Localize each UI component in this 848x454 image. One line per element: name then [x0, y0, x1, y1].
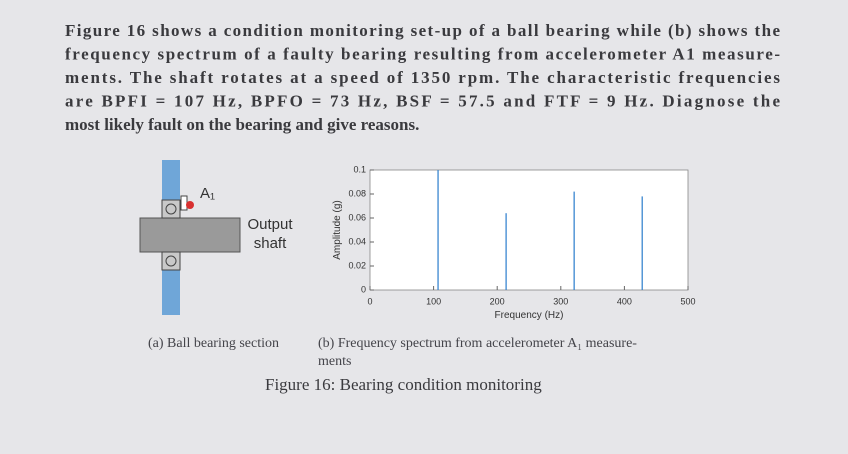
shaft-label: Output	[247, 216, 293, 233]
bearing-bottom	[161, 251, 181, 271]
ball-top	[165, 203, 177, 215]
x-tick-label: 100	[426, 296, 441, 306]
x-tick-label: 300	[553, 296, 568, 306]
ball-bottom	[165, 255, 177, 267]
paragraph-line: frequency spectrum of a faulty bearing r…	[65, 45, 780, 64]
plot-area	[369, 169, 689, 291]
paragraph-line: ments. The shaft rotates at a speed of 1…	[65, 68, 780, 87]
sensor-label: A₁	[200, 185, 215, 202]
x-tick-label: 400	[617, 296, 632, 306]
shaft-label: shaft	[254, 235, 287, 252]
bearing-diagram	[139, 160, 241, 315]
x-tick-label: 0	[367, 296, 372, 306]
y-tick-label: 0.02	[348, 260, 366, 270]
y-tick-label: 0.08	[348, 188, 366, 198]
x-tick-label: 200	[490, 296, 505, 306]
y-tick-label: 0	[361, 284, 366, 294]
paragraph-line: Figure 16 shows a condition monitoring s…	[65, 21, 780, 40]
figure-caption: Figure 16: Bearing condition monitoring	[265, 375, 542, 394]
subfigure-caption: (a) Ball bearing section	[148, 336, 279, 351]
paragraph-line: most likely fault on the bearing and giv…	[65, 115, 419, 134]
y-tick-label: 0.1	[353, 164, 366, 174]
sensor	[186, 201, 194, 209]
x-axis-label: Frequency (Hz)	[495, 310, 564, 321]
y-tick-label: 0.06	[348, 212, 366, 222]
subfigure-caption: ments	[318, 354, 351, 369]
x-tick-label: 500	[680, 296, 695, 306]
y-axis-label: Amplitude (g)	[332, 200, 343, 259]
y-tick-label: 0.04	[348, 236, 366, 246]
paragraph-line: are BPFI = 107 Hz, BPFO = 73 Hz, BSF = 5…	[65, 92, 780, 111]
bearing-top	[161, 199, 181, 219]
shaft	[139, 217, 241, 253]
subfigure-caption: (b) Frequency spectrum from acceleromete…	[318, 336, 637, 351]
sensor-mount	[180, 195, 188, 211]
